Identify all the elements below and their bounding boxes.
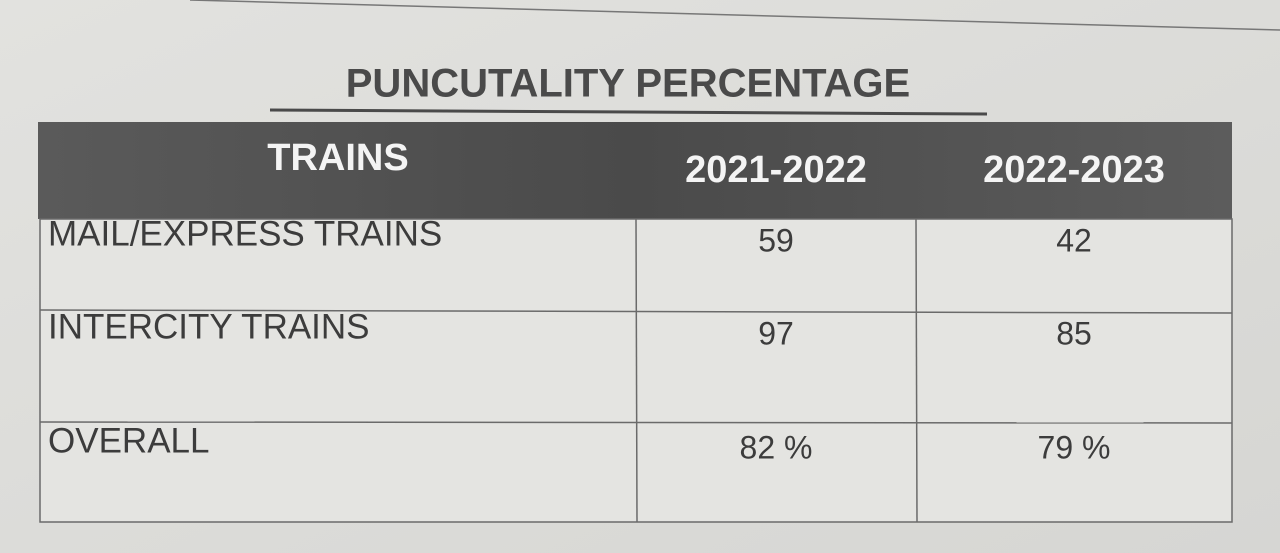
header-cell: 2021-2022 [685, 149, 867, 191]
column-divider [915, 218, 918, 523]
header-cell: 2022-2023 [983, 149, 1165, 191]
column-divider [635, 218, 638, 523]
table [38, 122, 1233, 523]
row-label: INTERCITY TRAINS [48, 307, 370, 346]
row-label: OVERALL [48, 421, 209, 460]
page-edge [189, 0, 1280, 31]
cell-value: 85 [1056, 315, 1092, 351]
cell-value: 59 [758, 222, 794, 258]
cell-value: 97 [758, 315, 794, 351]
cell-value: 79 % [1038, 429, 1111, 465]
header-row [38, 122, 1232, 219]
title: PUNCUTALITY PERCENTAGE [346, 62, 910, 106]
row-label: MAIL/EXPRESS TRAINS [48, 214, 442, 253]
header-cell: TRAINS [267, 137, 408, 179]
title-underline [269, 108, 988, 116]
cell-value: 82 % [740, 429, 813, 465]
cell-value: 42 [1056, 222, 1092, 258]
